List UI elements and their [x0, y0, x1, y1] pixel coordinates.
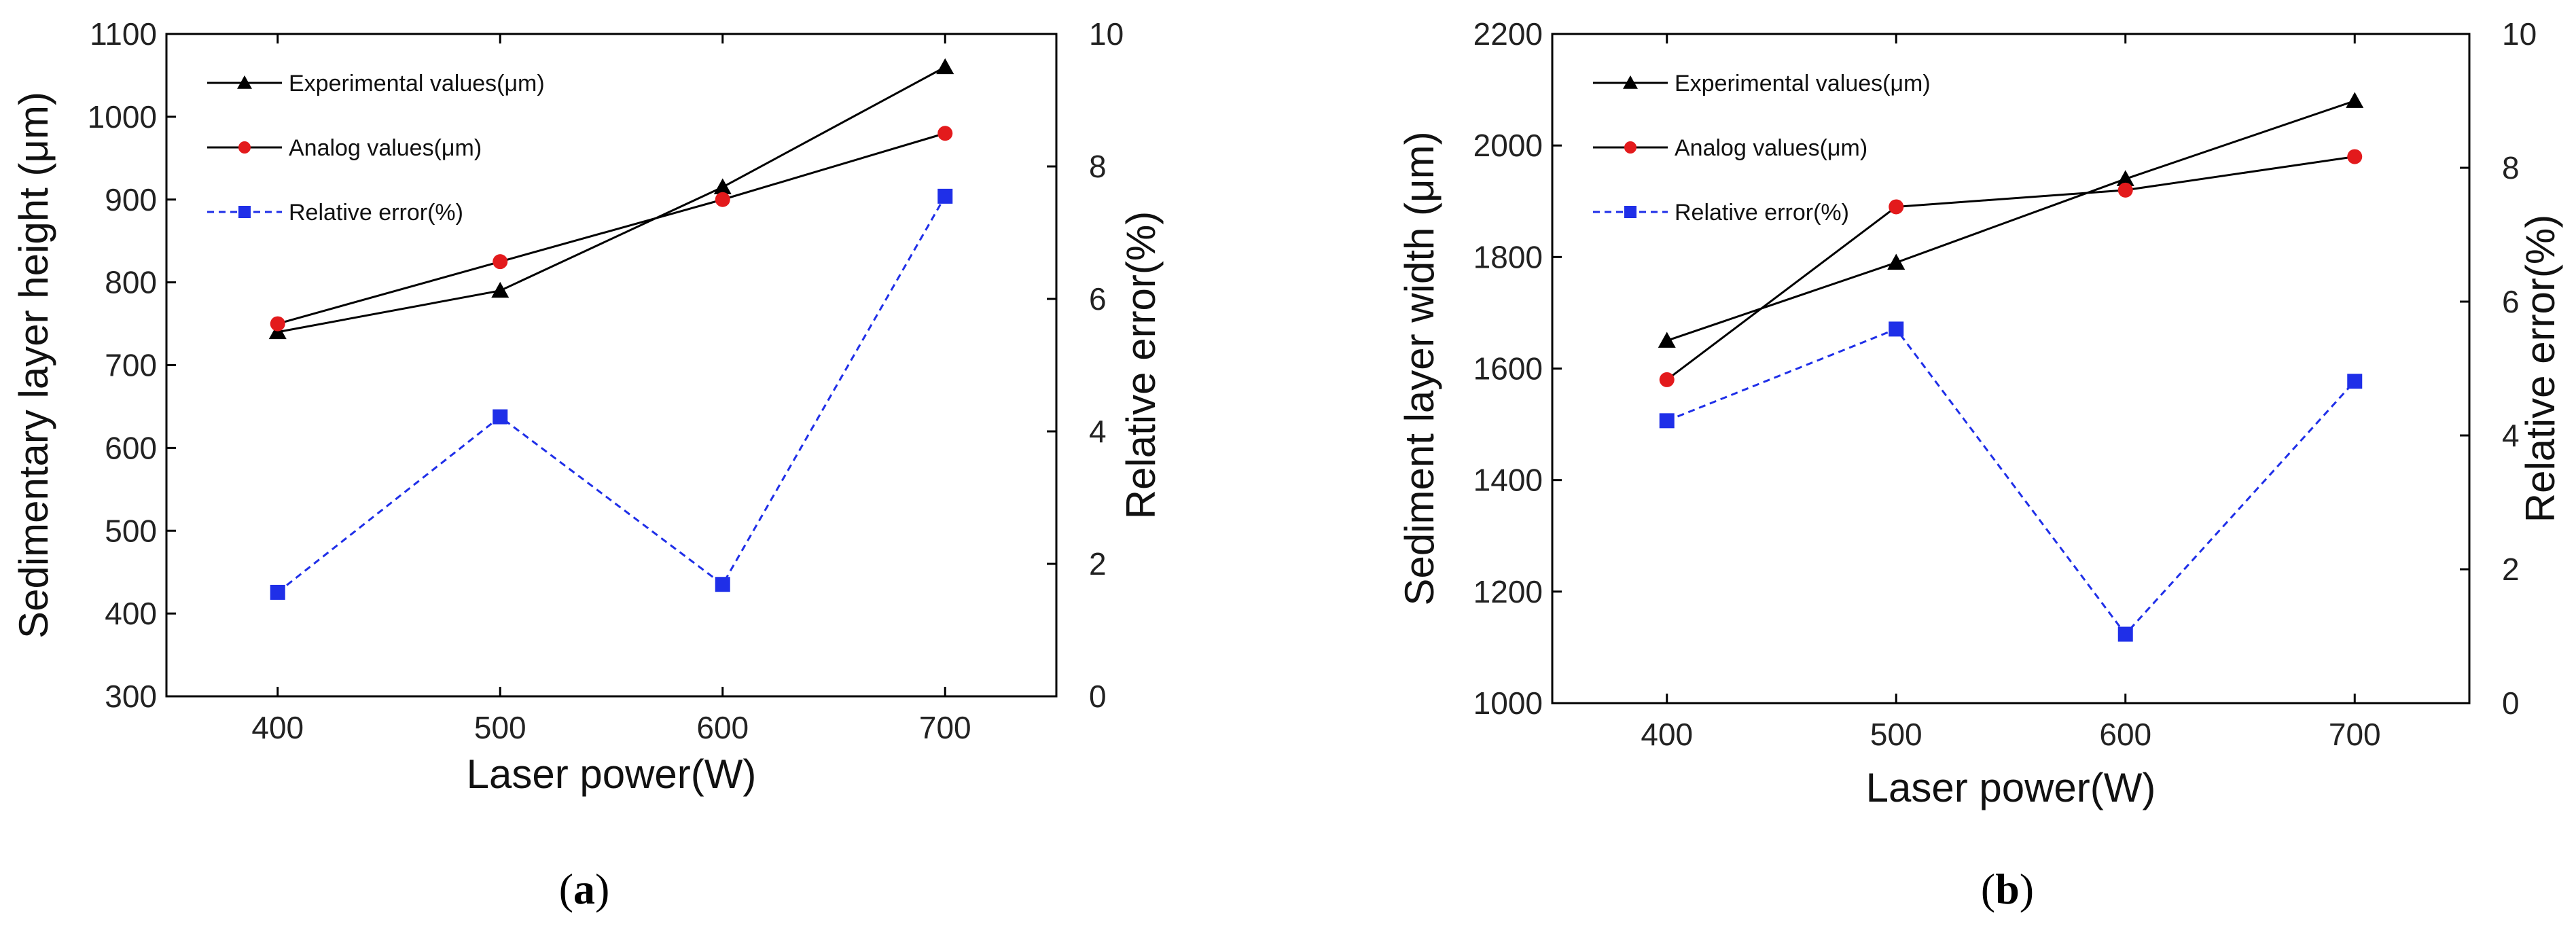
panel-a-y-axis-title: Sedimentary layer height (μm) [11, 92, 56, 639]
panel-b-y-tick-label: 1000 [1473, 685, 1543, 721]
panel-a-y2-tick-label: 10 [1089, 16, 1124, 52]
panel-b-label: (b) [1981, 865, 2034, 913]
panel-a-y-tick-label: 500 [105, 513, 157, 548]
panel-b-x-tick-label: 600 [2099, 717, 2151, 752]
panel-b-y2-tick-label: 0 [2502, 685, 2520, 721]
panel-b-legend-label-relative-error: Relative error(%) [1675, 200, 1849, 226]
panel-b-x-axis-title: Laser power(W) [1866, 765, 2156, 810]
panel-b-y-tick-label: 1400 [1473, 463, 1543, 498]
panel-a-x-axis-title: Laser power(W) [467, 751, 757, 797]
panel-a-point-experimental [713, 178, 732, 194]
panel-a-legend-label-relative-error: Relative error(%) [289, 200, 463, 226]
panel-b-series-line-relative-error [1666, 327, 2356, 636]
panel-b-legend-label-analog: Analog values(μm) [1675, 135, 1867, 161]
panel-b-point-relative-error [2117, 626, 2133, 642]
panel-b-point-analog [1659, 372, 1675, 387]
panel-b-point-analog [2117, 182, 2133, 198]
panel-a-y-tick-label: 1000 [88, 99, 157, 135]
panel-a-y-tick-label: 700 [105, 348, 157, 383]
panel-a-legend-label-analog: Analog values(μm) [289, 135, 482, 161]
panel-a-legend-marker-experimental [237, 75, 252, 89]
panel-a-point-relative-error [937, 188, 953, 204]
panel-b-point-experimental [2346, 92, 2364, 108]
panel-a-point-relative-error [715, 577, 730, 592]
panel-a-series-line-analog [277, 132, 946, 325]
panel-b-y-tick-label: 2000 [1473, 128, 1543, 163]
panel-b-point-analog [2347, 149, 2363, 164]
panel-a-point-relative-error [270, 584, 285, 600]
panel-b-x-tick-label: 400 [1641, 717, 1693, 752]
panel-b-y2-axis-title: Relative error(%) [2518, 215, 2563, 522]
panel-a-legend-marker-analog [238, 141, 251, 154]
panel-a-point-analog [270, 316, 285, 332]
panel-b-series-line-analog [1666, 156, 2355, 381]
panel-a-y2-tick-label: 8 [1089, 149, 1107, 184]
panel-a-chart: 400 500 600 700 300 400 500 600 700 800 900 1000 110… [11, 16, 1164, 913]
panel-b-point-relative-error [1889, 321, 1904, 337]
panel-b-legend-label-experimental: Experimental values(μm) [1675, 71, 1931, 96]
panel-a-series-line-experimental [277, 66, 946, 334]
panel-b-y2-tick-label: 8 [2502, 150, 2520, 185]
panel-b-point-experimental [1658, 332, 1676, 348]
panel-a-series-line-relative-error [276, 196, 946, 594]
panel-a-y-tick-label: 1100 [90, 16, 157, 52]
panel-b-y2-tick-label: 10 [2502, 16, 2537, 52]
panel-a-x-tick-label: 600 [696, 710, 749, 745]
panel-b-y-tick-label: 1200 [1473, 574, 1543, 609]
panel-a-plot-frame [165, 33, 1058, 698]
panel-a-y-tick-label: 900 [105, 182, 157, 217]
panel-a-point-analog [493, 254, 508, 270]
panel-a-y-tick-label: 600 [105, 430, 157, 465]
panel-b-chart: 400 500 600 700 1000 1200 1400 1600 1800 2000 2200… [1397, 16, 2563, 913]
panel-a-point-relative-error [493, 409, 508, 425]
panel-b-plot-frame [1551, 33, 2471, 704]
panel-a-legend-label-experimental: Experimental values(μm) [289, 71, 545, 96]
panel-b-y-tick-label: 2200 [1473, 16, 1543, 52]
panel-b-y-tick-label: 1800 [1473, 239, 1543, 274]
panel-a-point-analog [715, 192, 730, 207]
panel-b-point-experimental [2116, 170, 2134, 186]
panel-a-y2-tick-label: 0 [1089, 679, 1107, 714]
panel-b-point-relative-error [2347, 374, 2363, 389]
panel-b-point-relative-error [1659, 413, 1675, 429]
panel-b-point-experimental [1887, 253, 1906, 270]
panel-b-y2-tick-label: 2 [2502, 552, 2520, 587]
panel-a-y2-tick-label: 4 [1089, 414, 1107, 449]
panel-b-point-analog [1889, 199, 1904, 215]
panel-a-point-experimental [936, 58, 954, 75]
panel-a-x-tick-label: 700 [919, 710, 971, 745]
panel-b-series-line-experimental [1666, 100, 2355, 342]
panel-a-x-tick-label: 500 [474, 710, 526, 745]
panel-b-legend-marker-experimental [1623, 75, 1638, 89]
panel-a-x-tick-label: 400 [251, 710, 304, 745]
panel-a-legend-marker-relative-error [238, 206, 251, 218]
panel-a-label: (a) [559, 865, 610, 913]
panel-a-point-experimental [491, 281, 509, 298]
panel-a-y-tick-label: 800 [105, 265, 157, 300]
panel-b-y2-tick-label: 4 [2502, 418, 2520, 453]
panel-a-y-tick-label: 400 [105, 596, 157, 631]
panel-b-y2-tick-label: 6 [2502, 284, 2520, 319]
panel-b-y-tick-label: 1600 [1473, 351, 1543, 387]
panel-b-legend-marker-relative-error [1624, 206, 1636, 218]
panel-a-point-analog [937, 126, 953, 141]
panel-a-y2-tick-label: 2 [1089, 546, 1107, 582]
panel-b-x-tick-label: 700 [2329, 717, 2381, 752]
panel-a-y2-tick-label: 6 [1089, 281, 1107, 317]
panel-b-x-tick-label: 500 [1870, 717, 1922, 752]
panel-b-y-axis-title: Sediment layer width (μm) [1397, 131, 1442, 605]
panel-b-legend-marker-analog [1624, 141, 1636, 154]
panel-a-y-tick-label: 300 [105, 679, 157, 714]
panel-a-y2-axis-title: Relative error(%) [1118, 211, 1164, 519]
